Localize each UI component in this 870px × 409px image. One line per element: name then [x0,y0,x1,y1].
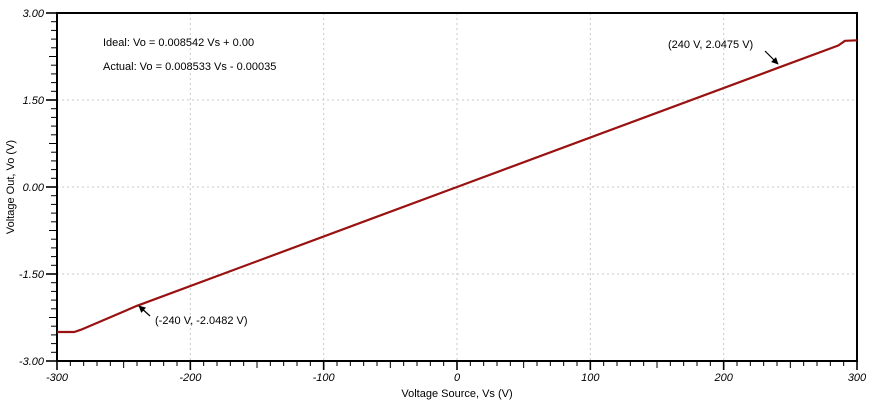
x-tick-label: -300 [46,372,69,384]
callout-positive-point: (240 V, 2.0475 V) [668,39,754,51]
axis-tick-labels: -300 -200 -100 0 100 200 300 -3.00 -1.50 0.00 1.50… [19,8,867,384]
y-axis-title: Voltage Out, Vo (V) [5,139,17,235]
x-tick-label: 200 [713,372,733,384]
y-tick-label: 3.00 [23,8,45,20]
x-tick-label: 0 [454,372,461,384]
y-tick-label: 0.00 [23,182,45,194]
callout-arrows [138,50,779,317]
axis-ticks [46,12,858,370]
x-tick-label: -100 [313,372,336,384]
actual-equation-label: Actual: Vo = 0.008533 Vs - 0.00035 [103,61,277,73]
ideal-equation-label: Ideal: Vo = 0.008542 Vs + 0.00 [103,37,255,49]
x-tick-label: 100 [581,372,600,384]
x-tick-label: -200 [179,372,202,384]
y-tick-label: -3.00 [19,356,45,368]
data-line [57,39,858,334]
x-tick-label: 300 [848,372,867,384]
callout-negative-point: (-240 V, -2.0482 V) [155,315,248,327]
x-axis-title: Voltage Source, Vs (V) [401,388,513,400]
y-tick-label: 1.50 [23,95,45,107]
y-tick-label: -1.50 [19,269,45,281]
